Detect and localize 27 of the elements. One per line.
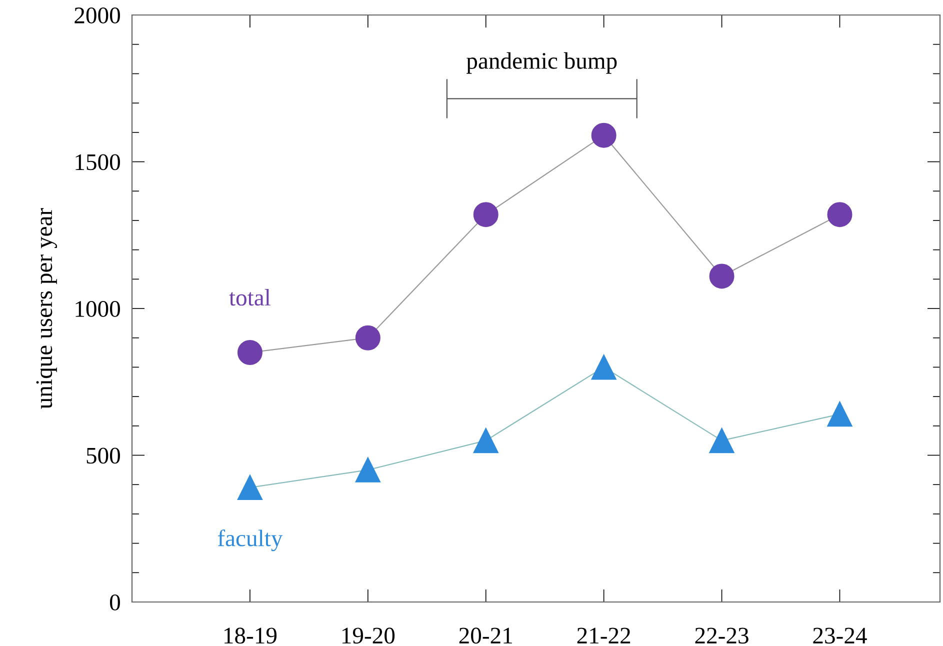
- point: [473, 428, 498, 454]
- x-tick-label: 19-20: [342, 628, 395, 644]
- y-tick-label: 1500: [76, 154, 120, 170]
- point: [355, 325, 380, 350]
- point: [591, 122, 616, 148]
- point: [827, 402, 852, 427]
- point: [473, 202, 498, 228]
- point: [237, 340, 262, 366]
- x-tick-label: 22-23: [695, 628, 748, 644]
- x-tick-label: 20-21: [459, 628, 512, 644]
- x-tick-label: 23-24: [813, 628, 867, 644]
- series-label: faculty: [218, 529, 283, 552]
- y-tick-label: 1000: [76, 300, 120, 317]
- y-axis-title: unique users per year: [36, 208, 57, 409]
- point: [591, 354, 616, 380]
- y-tick-label: 0: [110, 594, 120, 610]
- point: [237, 475, 262, 500]
- x-tick-label: 21-22: [577, 628, 630, 644]
- y-tick-label: 500: [86, 448, 120, 464]
- annotation: pandemic bump: [466, 52, 617, 74]
- y-tick-label: 2000: [74, 7, 120, 24]
- x-tick-label: 18-19: [224, 628, 277, 644]
- point: [709, 428, 734, 454]
- point: [709, 264, 734, 289]
- series-label: total: [229, 289, 270, 306]
- point: [355, 457, 380, 482]
- point: [827, 202, 852, 228]
